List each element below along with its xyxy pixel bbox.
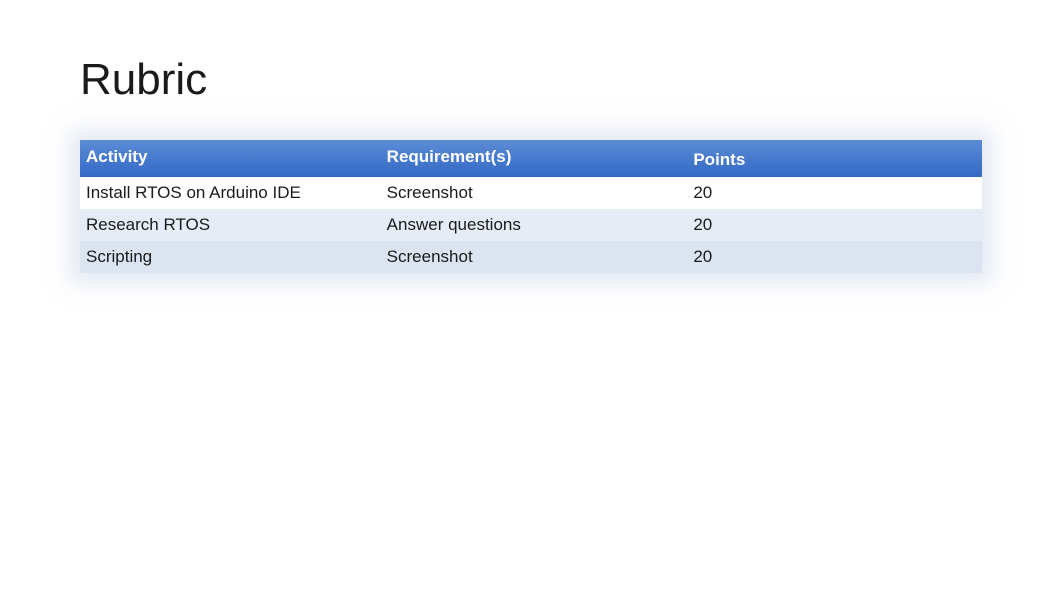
table-cell: Screenshot <box>387 241 694 273</box>
table-cell: Research RTOS <box>80 209 387 241</box>
table-header-cell: Points <box>693 140 982 177</box>
table-header: Activity Requirement(s) Points <box>80 140 982 177</box>
table-row: Scripting Screenshot 20 <box>80 241 982 273</box>
table-cell: 20 <box>693 209 982 241</box>
table-row: Install RTOS on Arduino IDE Screenshot 2… <box>80 177 982 209</box>
table-header-cell: Activity <box>80 140 387 177</box>
table-cell: Answer questions <box>387 209 694 241</box>
rubric-table: Activity Requirement(s) Points Install R… <box>80 140 982 273</box>
table-header-cell: Requirement(s) <box>387 140 694 177</box>
table-cell: Scripting <box>80 241 387 273</box>
table-cell: Install RTOS on Arduino IDE <box>80 177 387 209</box>
table-cell: Screenshot <box>387 177 694 209</box>
table-cell: 20 <box>693 241 982 273</box>
table-row: Research RTOS Answer questions 20 <box>80 209 982 241</box>
table-cell: 20 <box>693 177 982 209</box>
page-title: Rubric <box>80 55 982 105</box>
